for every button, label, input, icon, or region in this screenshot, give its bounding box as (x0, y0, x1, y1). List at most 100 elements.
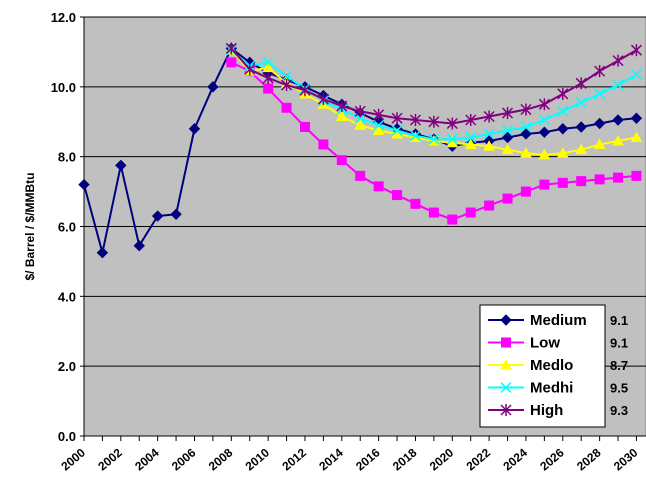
data-point-medium (151, 210, 164, 222)
data-point-high (446, 117, 458, 130)
data-point-low (576, 176, 587, 187)
x-tick-label: 2028 (574, 445, 604, 473)
data-point-high (354, 105, 366, 118)
legend-label: Low (530, 335, 560, 352)
data-point-medium (575, 121, 587, 133)
data-point-high (575, 77, 587, 90)
legend-label: Medium (530, 312, 587, 329)
marker-x-stroke (428, 133, 440, 145)
y-tick-label: 10.0 (51, 80, 76, 95)
data-point-medhi (428, 133, 440, 145)
x-tick-label: 2002 (95, 445, 125, 473)
x-tick-label: 2000 (58, 445, 88, 473)
data-point-medium (188, 123, 201, 135)
data-point-high (483, 110, 495, 123)
x-tick-label: 2010 (243, 445, 273, 473)
marker-x-stroke (557, 105, 569, 117)
data-point-high (538, 98, 550, 111)
x-tick-label: 2020 (427, 445, 457, 473)
legend-marker (500, 358, 512, 370)
data-point-medium (593, 117, 606, 130)
data-point-low (318, 139, 329, 150)
legend-side-value: 9.1 (610, 313, 628, 328)
data-point-medium (520, 128, 532, 140)
data-point-medlo (520, 147, 532, 158)
legend-side-value: 9.5 (610, 381, 628, 396)
legend-item-medhi: Medhi (488, 380, 573, 397)
legend-item-medlo: Medlo (488, 357, 573, 374)
legend-marker (500, 404, 512, 416)
data-point-medhi (391, 124, 403, 137)
data-point-medhi (575, 97, 587, 109)
data-point-low (539, 179, 550, 190)
marker-x-stroke (594, 88, 606, 100)
data-point-medium (96, 246, 109, 259)
data-point-medhi (612, 79, 624, 91)
data-point-low (520, 186, 531, 197)
data-point-high (336, 100, 348, 113)
marker-x-stroke (502, 124, 514, 137)
data-point-medium (133, 239, 145, 252)
data-point-high (428, 115, 440, 128)
data-point-low (336, 155, 347, 166)
marker-x-stroke (373, 119, 385, 131)
x-tick-label: 2014 (316, 445, 346, 473)
data-point-medlo (262, 61, 274, 73)
y-tick-label: 12.0 (51, 10, 76, 25)
data-point-medlo (372, 124, 385, 135)
data-point-medhi (281, 70, 293, 82)
legend-marker (500, 314, 512, 326)
legend-side-value: 9.1 (610, 336, 628, 351)
data-point-low (484, 200, 495, 211)
x-tick-label: 2022 (464, 445, 494, 473)
data-point-medlo (630, 131, 643, 142)
data-point-high (409, 114, 421, 127)
data-point-medium (612, 114, 624, 126)
data-point-high (630, 44, 642, 57)
data-point-medlo (593, 138, 606, 149)
data-point-low (410, 198, 421, 209)
data-point-high (612, 54, 624, 67)
data-point-low (631, 170, 642, 181)
marker-x-stroke (520, 121, 532, 133)
data-point-low (392, 190, 403, 201)
data-point-medlo (354, 119, 367, 130)
x-tick-label: 2004 (132, 445, 162, 473)
x-tick-label: 2030 (611, 445, 641, 473)
data-point-medlo (483, 140, 495, 151)
data-point-high (391, 112, 403, 125)
marker-x-stroke (391, 124, 403, 137)
data-point-medlo (335, 110, 348, 122)
x-tick-label: 2012 (279, 445, 309, 473)
marker-x-stroke (262, 56, 274, 68)
data-point-low (465, 207, 476, 218)
data-point-medium (630, 112, 643, 124)
data-point-medium (207, 81, 219, 93)
data-point-low (226, 57, 237, 68)
data-point-medhi (538, 114, 550, 126)
x-tick-label: 2016 (353, 445, 383, 473)
data-point-high (244, 63, 256, 76)
data-point-medlo (575, 143, 588, 155)
data-point-low (373, 181, 384, 192)
x-tick-label: 2008 (206, 445, 236, 473)
data-point-high (262, 72, 274, 85)
data-point-high (465, 114, 477, 127)
marker-x-stroke (538, 114, 550, 126)
legend-label: Medlo (530, 357, 573, 374)
x-tick-label: 2006 (169, 445, 199, 473)
data-point-medhi (520, 121, 532, 133)
data-point-medhi (409, 130, 421, 142)
marker-x-stroke (630, 69, 642, 81)
data-point-low (263, 83, 274, 94)
marker-x-stroke (500, 381, 512, 394)
data-point-medium (170, 208, 182, 220)
data-point-medhi (262, 56, 274, 68)
data-point-medhi (446, 133, 458, 145)
legend-label: High (530, 402, 563, 419)
data-point-medhi (594, 88, 606, 100)
data-point-low (594, 174, 605, 185)
y-tick-label: 4.0 (58, 289, 76, 304)
